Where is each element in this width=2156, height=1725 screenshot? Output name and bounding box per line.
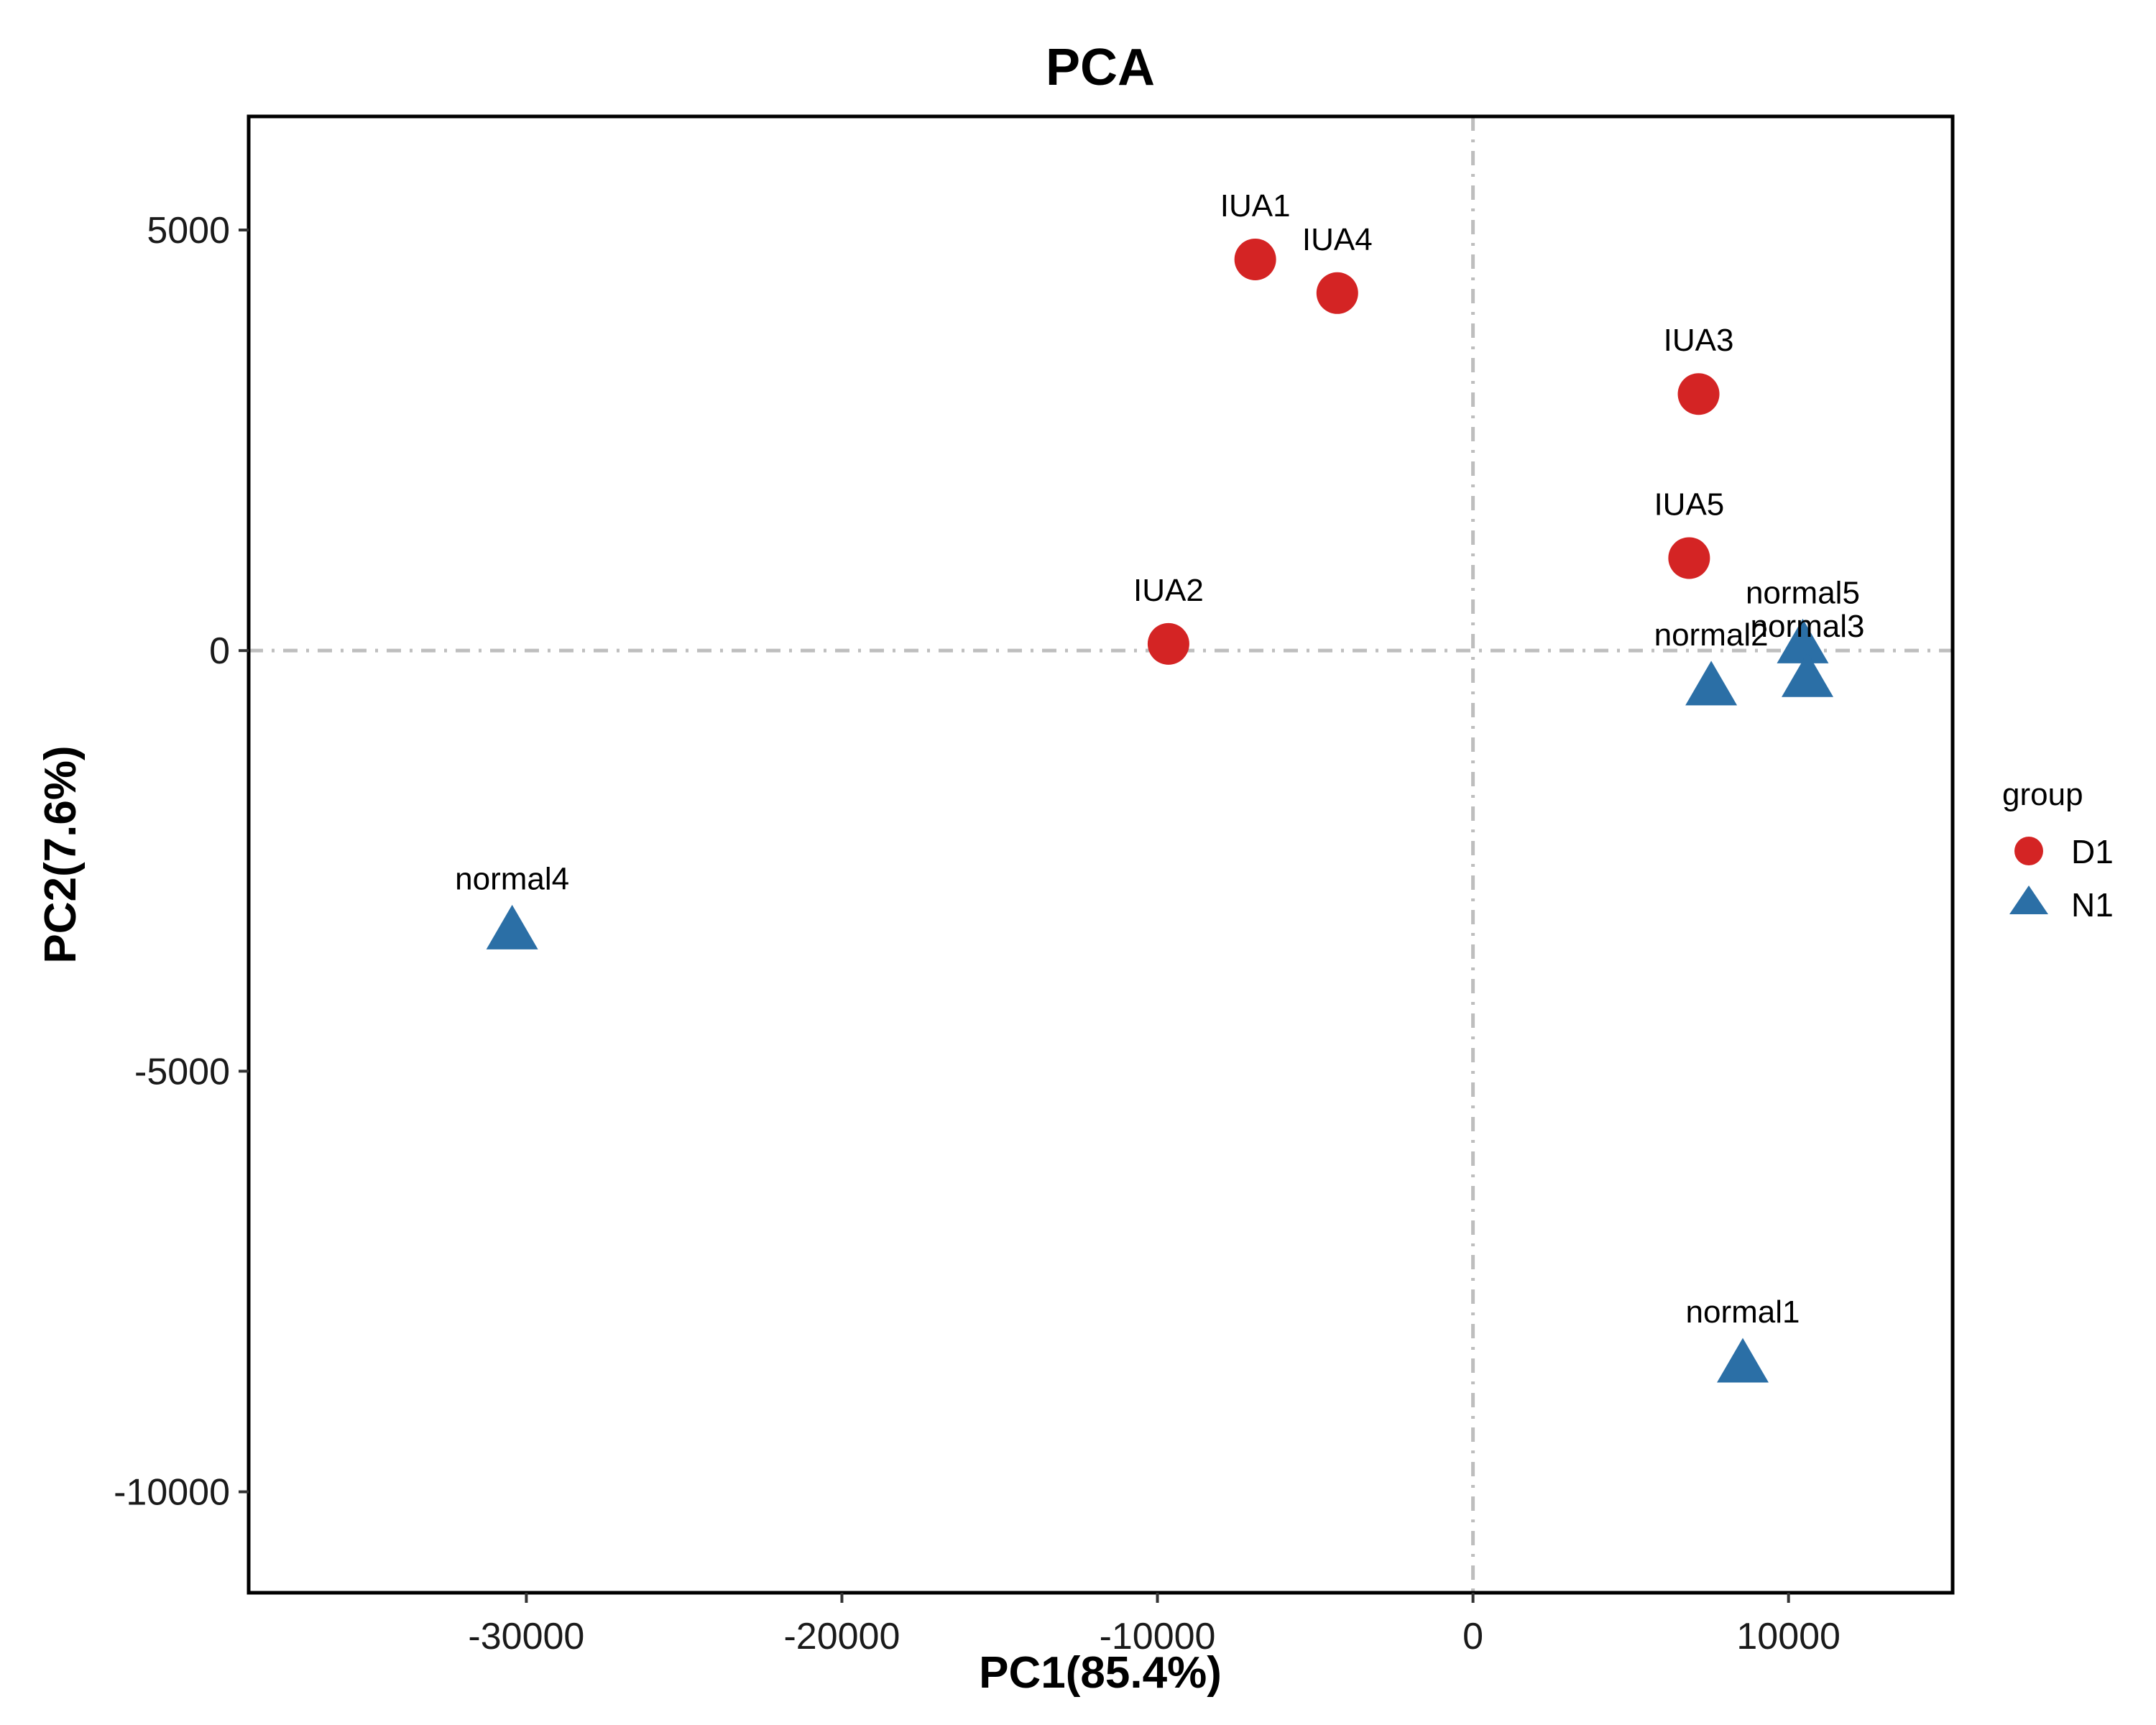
point-label-IUA4: IUA4 xyxy=(1302,222,1373,257)
point-IUA4 xyxy=(1316,272,1358,314)
legend-triangle-marker xyxy=(2009,886,2048,914)
point-normal5 xyxy=(1777,618,1829,663)
legend-title: group xyxy=(2002,777,2083,812)
point-label-normal1: normal1 xyxy=(1686,1294,1800,1330)
point-IUA3 xyxy=(1677,373,1720,415)
point-normal2 xyxy=(1685,661,1738,706)
point-label-normal2: normal2 xyxy=(1654,617,1769,653)
point-label-normal3: normal3 xyxy=(1751,609,1865,644)
y-tick-label: -5000 xyxy=(134,1051,230,1092)
point-label-IUA2: IUA2 xyxy=(1133,573,1204,608)
point-IUA2 xyxy=(1147,622,1189,665)
point-normal3 xyxy=(1782,652,1834,697)
legend-label-d1: D1 xyxy=(2071,833,2114,870)
chart-title: PCA xyxy=(1046,39,1155,96)
legend-label-n1: N1 xyxy=(2071,886,2114,924)
x-tick-label: 0 xyxy=(1462,1616,1483,1657)
legend: group D1 N1 xyxy=(2002,777,2114,924)
x-axis: -30000 -20000 -10000 0 10000 xyxy=(468,1593,1841,1657)
point-label-IUA1: IUA1 xyxy=(1220,188,1291,224)
point-IUA5 xyxy=(1668,537,1710,579)
point-normal4 xyxy=(486,904,538,949)
x-tick-label: -20000 xyxy=(783,1616,900,1657)
point-IUA1 xyxy=(1234,238,1276,280)
y-axis: 5000 0 -5000 -10000 xyxy=(114,210,249,1514)
x-axis-title: PC1(85.4%) xyxy=(979,1648,1222,1698)
point-label-IUA5: IUA5 xyxy=(1654,487,1724,522)
y-axis-title: PC2(7.6%) xyxy=(36,745,86,963)
point-label-normal5: normal5 xyxy=(1746,575,1860,610)
plot-panel-border xyxy=(247,114,1955,1595)
legend-circle-marker xyxy=(2014,837,2043,865)
point-label-IUA3: IUA3 xyxy=(1664,323,1734,358)
data-points xyxy=(486,238,1834,1383)
y-tick-label: 0 xyxy=(209,630,230,672)
y-tick-label: 5000 xyxy=(147,210,230,252)
x-tick-label: 10000 xyxy=(1736,1616,1841,1657)
point-label-normal4: normal4 xyxy=(455,861,569,896)
x-tick-label: -30000 xyxy=(468,1616,584,1657)
reference-lines xyxy=(249,116,1953,1593)
y-tick-label: -10000 xyxy=(114,1472,230,1514)
x-tick-label: -10000 xyxy=(1100,1616,1216,1657)
point-normal1 xyxy=(1717,1338,1769,1383)
